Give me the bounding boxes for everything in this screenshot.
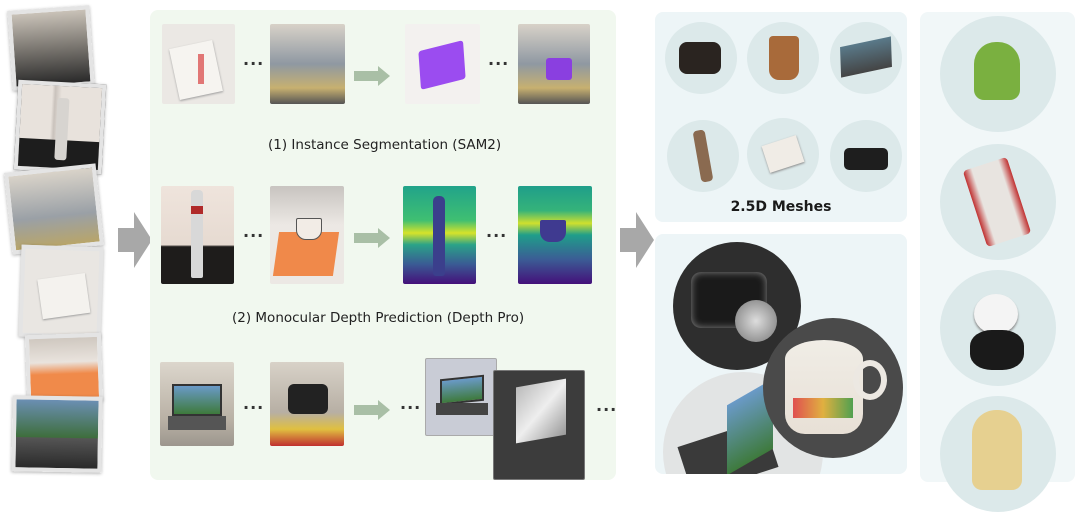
segmentation-mask-book xyxy=(405,24,480,104)
depth-map-bottle xyxy=(403,186,476,284)
mesh-bottle xyxy=(667,120,739,192)
ellipsis: ... xyxy=(243,222,265,241)
mesh-input-camera xyxy=(270,362,344,446)
arrow-right-icon xyxy=(118,212,152,268)
mesh-input-laptop xyxy=(160,362,234,446)
mesh-laptop xyxy=(830,22,902,94)
depth-input-bottle xyxy=(161,186,234,284)
object-yellow-plush xyxy=(940,396,1056,512)
segmentation-input-book xyxy=(162,24,235,104)
input-photo-store xyxy=(3,163,105,255)
ellipsis: ... xyxy=(400,394,422,413)
segmentation-mask-store xyxy=(518,24,590,104)
step1-label: (1) Instance Segmentation (SAM2) xyxy=(268,137,502,153)
mesh-mug xyxy=(747,22,819,94)
object-android-figure xyxy=(940,16,1056,132)
arrow-right-icon xyxy=(620,212,654,268)
ellipsis: ... xyxy=(488,50,510,69)
composite-mesh-panel xyxy=(655,234,907,474)
mesh-cup-large xyxy=(763,318,903,458)
process-arrow-icon xyxy=(354,400,390,420)
object-panda-plush xyxy=(940,270,1056,386)
mesh-camera-2 xyxy=(830,120,902,192)
processing-panel: ... ... (1) Instance Segmentation (SAM2)… xyxy=(150,10,616,480)
segmentation-input-store xyxy=(270,24,345,104)
mesh-render-laptop-dark xyxy=(493,370,585,480)
input-photo-bottle xyxy=(13,79,107,175)
input-photo-cup xyxy=(24,332,104,404)
input-photo-laptop xyxy=(11,395,103,473)
depth-input-cup xyxy=(270,186,344,284)
ellipsis: ... xyxy=(596,396,618,415)
process-arrow-icon xyxy=(354,66,390,86)
ellipsis: ... xyxy=(486,222,508,241)
mesh-book xyxy=(747,118,819,190)
process-arrow-icon xyxy=(354,228,390,248)
input-photo-camera xyxy=(7,5,95,91)
object-toy-truck xyxy=(940,144,1056,260)
mesh-render-laptop xyxy=(425,358,497,436)
input-photo-book xyxy=(18,244,104,340)
objects-panel xyxy=(920,12,1075,512)
depth-map-cup xyxy=(518,186,592,284)
meshes-label: 2.5D Meshes xyxy=(730,199,832,215)
ellipsis: ... xyxy=(243,394,265,413)
step2-label: (2) Monocular Depth Prediction (Depth Pr… xyxy=(232,310,525,326)
meshes-panel: 2.5D Meshes xyxy=(655,12,907,222)
mesh-camera xyxy=(665,22,737,94)
ellipsis: ... xyxy=(243,50,265,69)
